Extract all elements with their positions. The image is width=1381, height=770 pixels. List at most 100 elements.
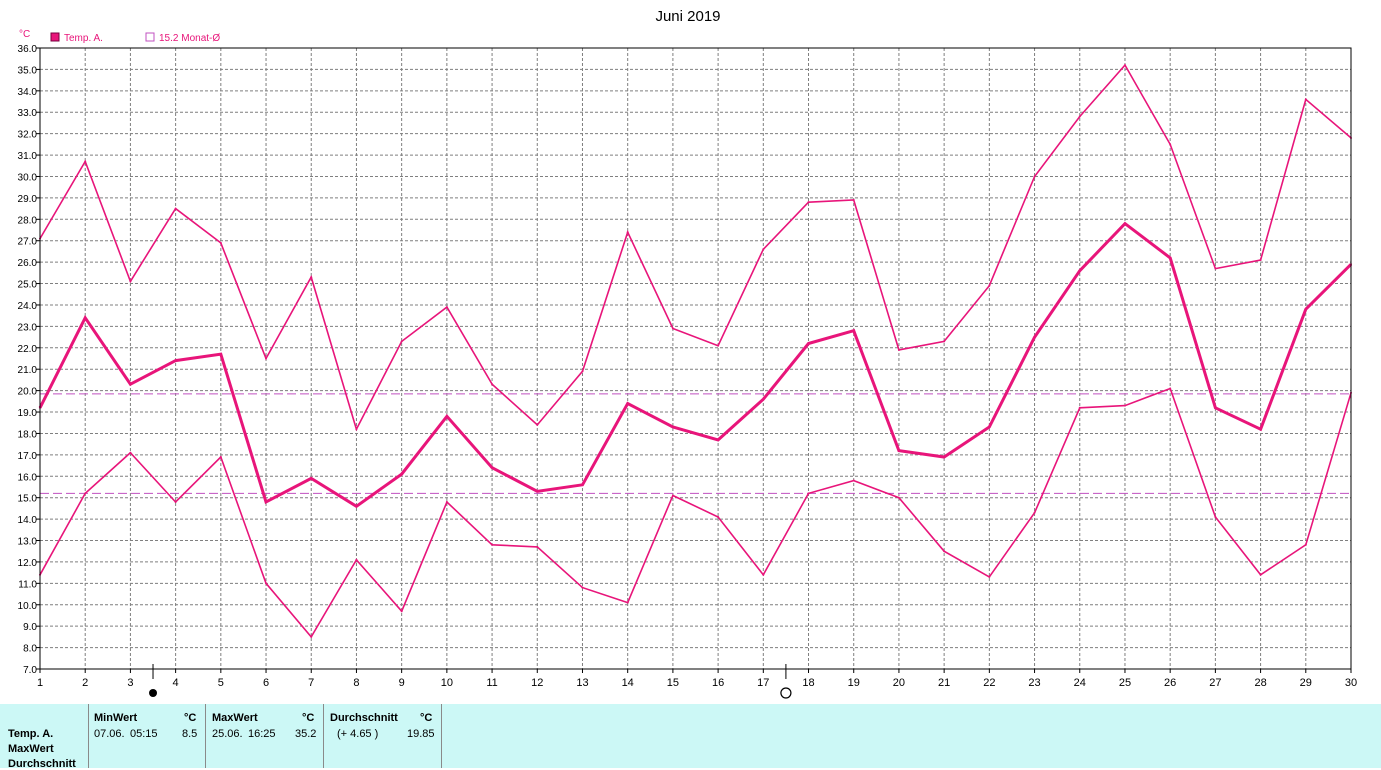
data-point-min — [1033, 511, 1036, 514]
data-point-avg — [445, 415, 448, 418]
y-tick-label: 8.0 — [23, 644, 37, 655]
data-point-max — [84, 160, 87, 163]
data-point-max — [536, 423, 539, 426]
data-point-max — [219, 241, 222, 244]
data-point-max — [1259, 258, 1262, 261]
data-point-max — [626, 231, 629, 234]
data-point-min — [400, 610, 403, 613]
min-unit: °C — [184, 712, 197, 724]
data-point-min — [1214, 515, 1217, 518]
min-header: MinWert — [94, 712, 138, 724]
grid — [40, 48, 1351, 669]
row-label-max: MaxWert — [8, 743, 54, 755]
x-tick-label: 29 — [1300, 677, 1312, 689]
y-tick-label: 13.0 — [18, 537, 38, 548]
data-point-avg — [943, 456, 946, 459]
data-point-min — [219, 456, 222, 459]
series-line-min — [39, 387, 1352, 639]
data-point-avg — [174, 359, 177, 362]
new-moon-icon — [149, 689, 158, 697]
avg-header: Durchschnitt — [330, 712, 398, 724]
x-tick-label: 16 — [712, 677, 724, 689]
x-tick-label: 21 — [938, 677, 950, 689]
data-point-min — [491, 543, 494, 546]
y-tick-label: 7.0 — [23, 665, 37, 676]
legend-swatch-temp — [50, 32, 60, 42]
x-tick-label: 20 — [893, 677, 905, 689]
y-tick-label: 30.0 — [18, 172, 38, 183]
data-point-avg — [626, 402, 629, 405]
data-point-avg — [265, 500, 268, 503]
y-tick-label: 35.0 — [18, 65, 38, 76]
data-point-avg — [1078, 269, 1081, 272]
x-tick-label: 1 — [37, 677, 43, 689]
data-point-min — [943, 550, 946, 553]
max-date: 25.06. — [212, 728, 243, 740]
y-tick-label: 36.0 — [18, 44, 38, 55]
data-point-max — [491, 383, 494, 386]
data-point-avg — [491, 466, 494, 469]
avg-value: 19.85 — [407, 728, 435, 740]
y-tick-label: 31.0 — [18, 151, 38, 162]
x-tick-label: 26 — [1164, 677, 1176, 689]
x-tick-label: 24 — [1074, 677, 1086, 689]
y-tick-label: 11.0 — [18, 579, 37, 590]
x-tick-label: 17 — [757, 677, 769, 689]
data-point-max — [400, 340, 403, 343]
data-point-min — [355, 558, 358, 561]
x-tick-label: 12 — [531, 677, 543, 689]
data-point-avg — [355, 505, 358, 508]
y-tick-label: 9.0 — [23, 622, 37, 633]
data-point-max — [852, 199, 855, 202]
y-tick-label: 27.0 — [18, 237, 38, 248]
data-point-avg — [536, 490, 539, 493]
x-tick-label: 7 — [308, 677, 314, 689]
data-point-max — [762, 248, 765, 251]
y-tick-label: 23.0 — [18, 322, 38, 333]
y-unit-label: °C — [19, 29, 30, 40]
data-point-avg — [1169, 256, 1172, 259]
data-point-avg — [219, 353, 222, 356]
avg-delta: (+ 4.65 ) — [337, 728, 379, 740]
min-date: 07.06. — [94, 728, 125, 740]
divider — [323, 704, 324, 768]
y-tick-label: 26.0 — [18, 258, 38, 269]
x-tick-label: 25 — [1119, 677, 1131, 689]
y-tick-label: 16.0 — [18, 472, 38, 483]
row-label-temp: Temp. A. — [8, 728, 54, 740]
x-tick-label: 13 — [576, 677, 588, 689]
y-tick-label: 21.0 — [18, 365, 38, 376]
y-tick-label: 20.0 — [18, 387, 38, 398]
x-tick-label: 9 — [399, 677, 405, 689]
legend-label-temp: Temp. A. — [64, 33, 103, 44]
x-tick-label: 5 — [218, 677, 224, 689]
data-point-min — [445, 500, 448, 503]
x-tick-label: 8 — [353, 677, 359, 689]
data-point-avg — [671, 426, 674, 429]
data-point-avg — [84, 316, 87, 319]
data-point-avg — [581, 483, 584, 486]
data-point-min — [536, 545, 539, 548]
x-tick-label: 10 — [441, 677, 453, 689]
axes: 7.0 8.0 9.0 10.0 11.0 12.0 13.0 14.0 15.0 16.0 17.… — [18, 44, 1357, 699]
legend: Temp. A. 15.2 Monat-Ø — [50, 32, 220, 44]
data-point-max — [897, 348, 900, 351]
x-tick-label: 23 — [1028, 677, 1040, 689]
data-point-max — [988, 284, 991, 287]
data-point-max — [310, 276, 313, 279]
data-point-avg — [762, 398, 765, 401]
stats-panel: Temp. A. MaxWert Durchschnitt MinWert °C… — [0, 704, 1381, 770]
min-time: 05:15 — [130, 728, 158, 740]
x-tick-label: 11 — [486, 677, 497, 689]
data-point-avg — [1214, 406, 1217, 409]
y-tick-label: 19.0 — [18, 408, 38, 419]
y-tick-label: 32.0 — [18, 130, 38, 141]
data-point-avg — [1033, 336, 1036, 339]
data-point-max — [1078, 115, 1081, 118]
x-tick-label: 18 — [802, 677, 814, 689]
max-unit: °C — [302, 712, 315, 724]
x-tick-label: 15 — [667, 677, 679, 689]
chart-title: Juni 2019 — [655, 8, 720, 25]
data-point-max — [1033, 175, 1036, 178]
data-point-max — [265, 357, 268, 360]
